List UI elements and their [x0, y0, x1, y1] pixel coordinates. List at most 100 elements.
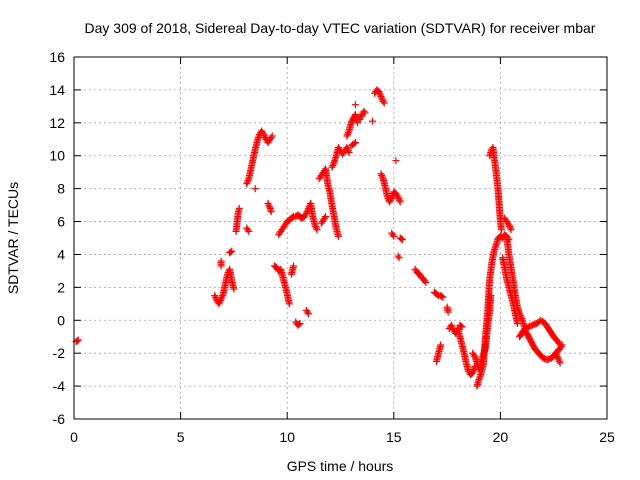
- y-tick-label: 2: [57, 279, 65, 295]
- y-tick-label: 16: [49, 49, 65, 65]
- data-point: [265, 201, 273, 209]
- data-point: [555, 356, 563, 364]
- data-point: [267, 208, 275, 216]
- y-tick-label: 8: [57, 181, 65, 197]
- data-point: [506, 222, 514, 230]
- data-point: [556, 341, 564, 349]
- data-point: [444, 308, 452, 316]
- data-point: [458, 323, 466, 331]
- data-point: [389, 231, 397, 239]
- data-point: [328, 163, 336, 171]
- data-point: [264, 199, 272, 207]
- axis-ticks: 0 5 10 15 20 25 -6 -4 -2 0 2 4 6 8 10 12 14 16: [49, 49, 615, 445]
- data-point: [329, 162, 337, 170]
- data-point: [356, 116, 364, 124]
- data-point: [343, 144, 351, 151]
- data-point: [506, 224, 514, 232]
- data-point: [554, 354, 562, 362]
- data-point: [439, 293, 447, 301]
- data-point: [227, 248, 235, 256]
- data-point: [553, 352, 561, 360]
- data-point: [305, 310, 313, 318]
- data-point: [378, 173, 386, 181]
- data-point: [251, 185, 259, 193]
- data-point: [267, 134, 275, 142]
- data-point: [74, 336, 82, 344]
- data-point: [360, 107, 368, 115]
- data-point: [217, 295, 225, 303]
- y-tick-label: 6: [57, 214, 65, 230]
- data-point: [329, 160, 337, 168]
- data-point: [395, 195, 403, 203]
- data-point: [244, 226, 252, 234]
- data-point: [434, 291, 442, 299]
- data-point: [218, 293, 226, 301]
- data-point: [387, 196, 395, 204]
- data-point: [245, 227, 253, 235]
- grid: [74, 57, 607, 419]
- data-point: [344, 145, 352, 153]
- data-point: [303, 308, 311, 316]
- data-point: [230, 285, 238, 293]
- data-point: [334, 232, 342, 240]
- data-point: [447, 321, 455, 329]
- data-point: [216, 297, 224, 305]
- data-point: [289, 213, 297, 221]
- data-point: [260, 130, 268, 138]
- data-point: [265, 203, 273, 211]
- x-axis-label: GPS time / hours: [287, 458, 394, 474]
- data-point: [555, 357, 563, 365]
- data-point: [380, 99, 388, 107]
- data-point: [378, 171, 386, 179]
- data-point: [448, 323, 456, 331]
- data-point: [312, 222, 320, 230]
- data-point: [295, 320, 303, 328]
- data-point: [211, 292, 219, 300]
- data-point: [351, 101, 359, 109]
- data-point: [235, 204, 243, 212]
- x-tick-label: 10: [279, 429, 295, 445]
- data-point: [397, 235, 405, 243]
- data-point: [344, 130, 352, 138]
- data-point: [379, 97, 387, 105]
- data-point: [268, 132, 276, 140]
- data-point: [377, 170, 385, 178]
- data-point: [217, 262, 225, 270]
- data-point: [356, 114, 364, 122]
- x-tick-label: 20: [493, 429, 509, 445]
- y-tick-label: -2: [53, 345, 66, 361]
- data-point: [260, 132, 268, 140]
- data-point: [296, 320, 304, 328]
- data-point: [219, 292, 227, 300]
- data-point: [350, 140, 358, 148]
- data-point: [470, 351, 478, 359]
- data-point: [377, 92, 385, 100]
- data-point: [243, 178, 251, 186]
- y-tick-label: 14: [49, 82, 65, 98]
- data-point: [321, 214, 329, 222]
- data-point: [555, 339, 563, 347]
- data-point: [73, 337, 81, 345]
- plot-frame: [73, 56, 608, 420]
- data-point: [343, 132, 351, 140]
- data-point: [216, 298, 224, 306]
- chart-title: Day 309 of 2018, Sidereal Day-to-day VTE…: [85, 20, 596, 36]
- x-tick-label: 25: [599, 429, 615, 445]
- data-point: [312, 224, 320, 232]
- data-point: [457, 322, 465, 330]
- x-tick-label: 5: [177, 429, 185, 445]
- y-tick-label: -4: [53, 378, 66, 394]
- data-point: [395, 196, 403, 204]
- data-point: [556, 359, 564, 367]
- y-tick-label: 10: [49, 148, 65, 164]
- data-point: [516, 311, 524, 319]
- data-point: [302, 209, 310, 217]
- data-point: [507, 226, 515, 234]
- y-tick-label: 12: [49, 115, 65, 131]
- data-point: [552, 349, 560, 357]
- data-point: [422, 278, 430, 286]
- data-point: [368, 117, 376, 125]
- data-point: [228, 247, 236, 255]
